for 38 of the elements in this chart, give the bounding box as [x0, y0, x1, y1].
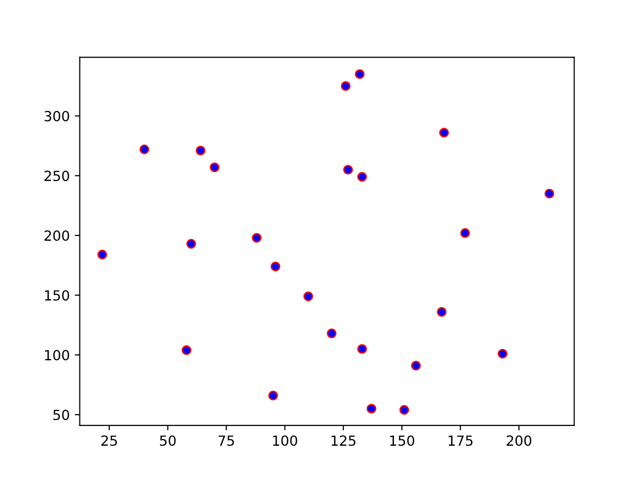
x-tick-label: 75	[218, 436, 234, 446]
point	[140, 144, 150, 154]
point	[186, 238, 196, 249]
x-tick-label: 150	[390, 435, 414, 446]
point	[439, 128, 449, 138]
point	[460, 228, 470, 238]
point	[411, 360, 421, 371]
point	[357, 172, 367, 182]
point	[399, 405, 410, 415]
point	[343, 164, 353, 175]
y-tick-label: 100	[45, 350, 70, 360]
point	[270, 262, 280, 272]
point	[366, 404, 376, 414]
x-tick-label: 100	[273, 435, 298, 446]
point	[544, 188, 554, 198]
y-tick-label: 50	[53, 410, 70, 420]
point	[436, 307, 447, 317]
point	[196, 146, 206, 156]
point	[268, 390, 278, 400]
x-tick-label: 125	[332, 435, 356, 446]
point	[252, 232, 262, 243]
y-tick-label: 200	[44, 230, 70, 241]
x-tick-label: 50	[160, 435, 176, 446]
point	[182, 345, 192, 355]
y-tick-label: 250	[44, 170, 70, 182]
point	[326, 328, 337, 338]
x-tick-label: 175	[448, 436, 472, 446]
point	[354, 69, 365, 79]
x-tick-label: 25	[101, 435, 117, 446]
point	[340, 81, 351, 91]
point	[498, 348, 508, 359]
point	[210, 162, 220, 172]
point	[97, 250, 108, 260]
x-tick-label: 200	[506, 435, 532, 446]
y-tick-label: 300	[44, 110, 70, 122]
point	[357, 344, 367, 354]
point	[303, 292, 314, 302]
y-tick-label: 150	[45, 290, 70, 301]
